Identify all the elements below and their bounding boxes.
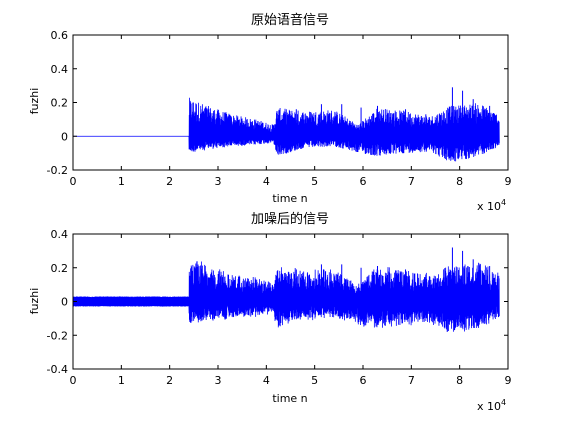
plot-original-signal: 原始语音信号 fuzhi time n x 104 0 1 2 3 4 5 6 7 8 9 -0.2… xyxy=(28,12,512,213)
x-tick-label: 2 xyxy=(166,374,173,387)
y-tick-label: 0.6 xyxy=(51,29,69,42)
y-tick-label: -0.4 xyxy=(47,363,68,376)
y-tick-label: 0 xyxy=(61,296,68,309)
x-tick-label: 9 xyxy=(505,374,512,387)
y-tick-label: 0.4 xyxy=(51,228,69,241)
x-tick-label: 6 xyxy=(360,175,367,188)
x-tick-label: 1 xyxy=(118,374,125,387)
y-tick-label: 0.4 xyxy=(51,63,69,76)
x-axis-label: time n xyxy=(272,192,307,205)
y-tick-label: 0.2 xyxy=(51,97,69,110)
signal-series-line xyxy=(72,261,500,333)
y-axis-label: fuzhi xyxy=(28,288,41,315)
x-axis-exponent: x 104 xyxy=(477,198,506,213)
signal-series-line xyxy=(73,97,500,162)
y-tick-label: 0 xyxy=(61,130,68,143)
plot-noisy-signal: 加噪后的信号 fuzhi time n x 104 0 1 2 3 4 5 6 7 8 9 -0.4… xyxy=(28,211,512,413)
x-tick-label: 1 xyxy=(118,175,125,188)
x-tick-label: 8 xyxy=(456,374,463,387)
plot-frame xyxy=(72,34,509,171)
x-tick-label: 5 xyxy=(311,175,318,188)
plot-frame xyxy=(72,233,509,370)
x-tick-label: 0 xyxy=(70,374,77,387)
x-tick-label: 8 xyxy=(456,175,463,188)
plot-title: 原始语音信号 xyxy=(251,12,329,28)
y-tick-label: -0.2 xyxy=(47,329,68,342)
x-tick-label: 5 xyxy=(311,374,318,387)
x-tick-label: 4 xyxy=(263,374,270,387)
x-tick-label: 9 xyxy=(505,175,512,188)
x-axis-label: time n xyxy=(272,392,307,405)
x-tick-label: 3 xyxy=(215,175,222,188)
x-tick-label: 6 xyxy=(360,374,367,387)
x-tick-label: 7 xyxy=(408,175,415,188)
x-tick-label: 3 xyxy=(215,374,222,387)
y-tick-label: -0.2 xyxy=(47,164,68,177)
y-axis-label: fuzhi xyxy=(28,88,41,115)
y-tick-label: 0.2 xyxy=(51,262,69,275)
x-tick-label: 0 xyxy=(70,175,77,188)
plot-title: 加噪后的信号 xyxy=(251,211,329,227)
x-tick-label: 7 xyxy=(408,374,415,387)
x-axis-exponent: x 104 xyxy=(477,398,506,413)
x-tick-label: 2 xyxy=(166,175,173,188)
x-tick-label: 4 xyxy=(263,175,270,188)
